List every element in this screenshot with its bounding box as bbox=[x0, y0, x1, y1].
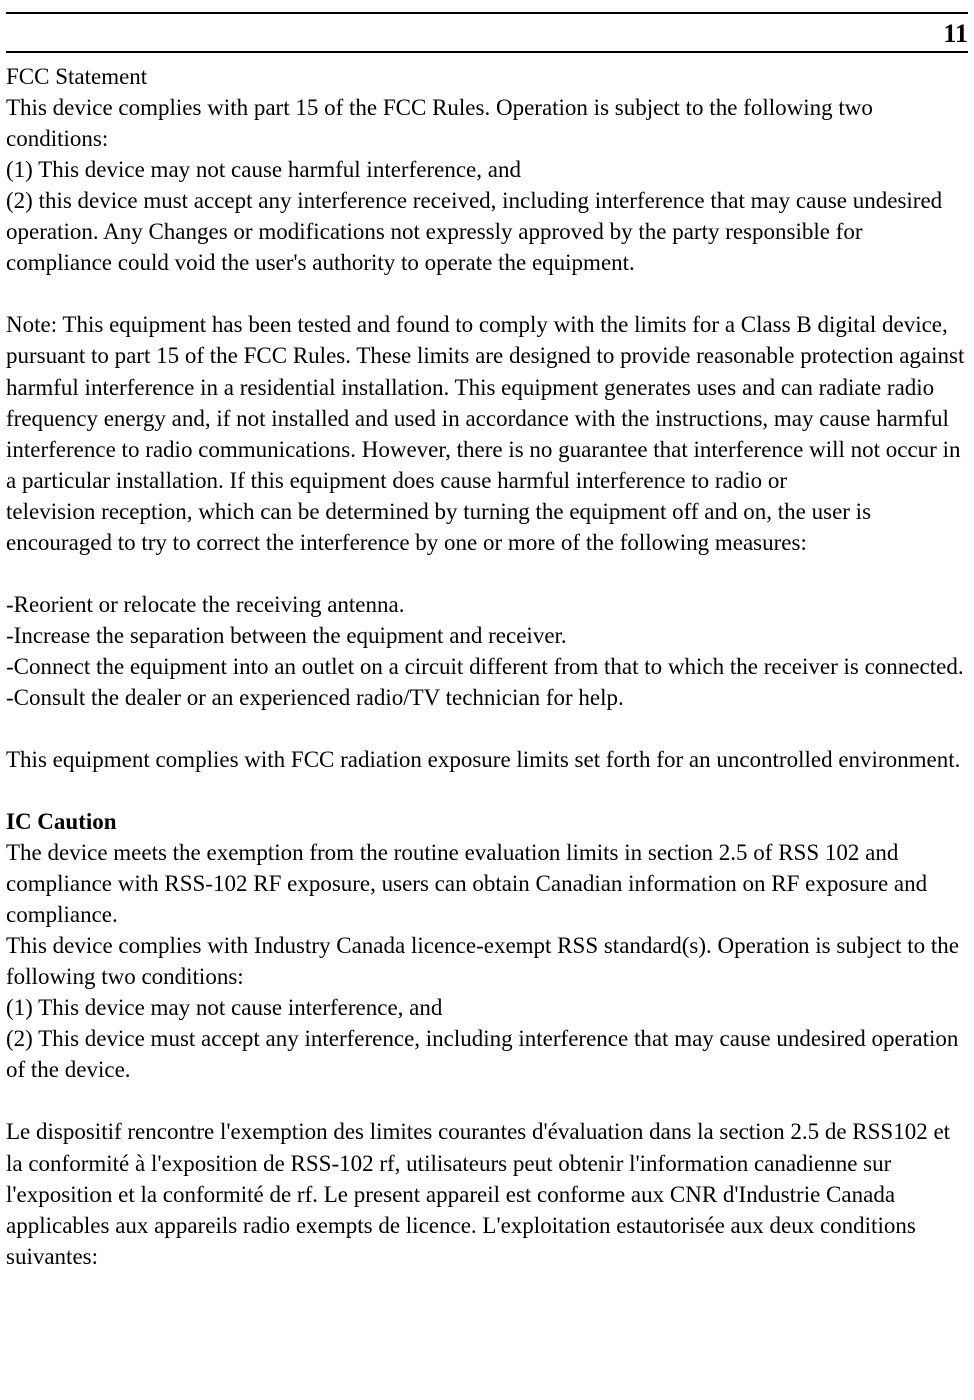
blank-line bbox=[6, 278, 968, 309]
ic-paragraph-2: This device complies with Industry Canad… bbox=[6, 930, 968, 992]
blank-line bbox=[6, 558, 968, 589]
ic-condition-1: (1) This device may not cause interferen… bbox=[6, 992, 968, 1023]
header-rule-top bbox=[6, 12, 968, 14]
fcc-measure-3: -Connect the equipment into an outlet on… bbox=[6, 651, 968, 682]
fcc-condition-2: (2) this device must accept any interfer… bbox=[6, 185, 968, 278]
fcc-measure-2: -Increase the separation between the equ… bbox=[6, 620, 968, 651]
page-number: 11 bbox=[943, 19, 968, 48]
ic-heading: IC Caution bbox=[6, 806, 968, 837]
ic-paragraph-1: The device meets the exemption from the … bbox=[6, 837, 968, 930]
page-number-row: 11 bbox=[6, 16, 968, 53]
fcc-note-paragraph-1: Note: This equipment has been tested and… bbox=[6, 309, 968, 495]
fcc-measure-1: -Reorient or relocate the receiving ante… bbox=[6, 589, 968, 620]
blank-line bbox=[6, 713, 968, 744]
ic-condition-2: (2) This device must accept any interfer… bbox=[6, 1023, 968, 1085]
fcc-measure-4: -Consult the dealer or an experienced ra… bbox=[6, 682, 968, 713]
fcc-intro-paragraph: This device complies with part 15 of the… bbox=[6, 92, 968, 154]
ic-french-paragraph: Le dispositif rencontre l'exemption des … bbox=[6, 1116, 968, 1271]
fcc-note-paragraph-2: television reception, which can be deter… bbox=[6, 496, 968, 558]
blank-line bbox=[6, 1085, 968, 1116]
blank-line bbox=[6, 775, 968, 806]
fcc-heading: FCC Statement bbox=[6, 61, 968, 92]
document-body: FCC Statement This device complies with … bbox=[6, 53, 968, 1272]
fcc-condition-1: (1) This device may not cause harmful in… bbox=[6, 154, 968, 185]
fcc-exposure-paragraph: This equipment complies with FCC radiati… bbox=[6, 744, 968, 775]
